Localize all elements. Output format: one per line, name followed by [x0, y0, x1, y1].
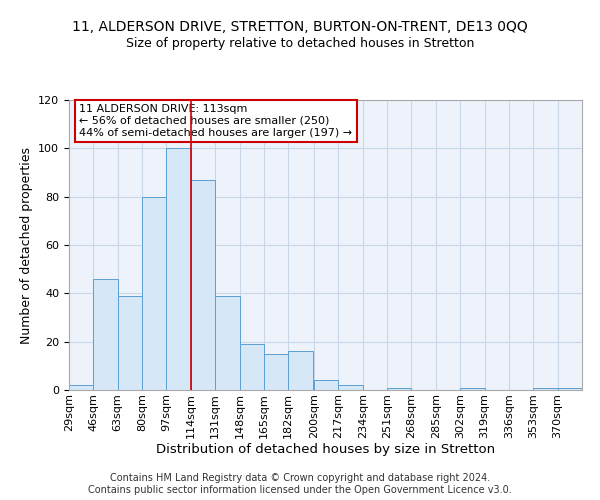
- Text: Size of property relative to detached houses in Stretton: Size of property relative to detached ho…: [126, 38, 474, 51]
- Y-axis label: Number of detached properties: Number of detached properties: [20, 146, 32, 344]
- Bar: [142, 196, 166, 390]
- Bar: [264, 354, 288, 390]
- Bar: [387, 388, 412, 390]
- Bar: [215, 296, 239, 390]
- Bar: [338, 385, 363, 390]
- Bar: [239, 344, 264, 390]
- Bar: [118, 296, 142, 390]
- Text: 11, ALDERSON DRIVE, STRETTON, BURTON-ON-TRENT, DE13 0QQ: 11, ALDERSON DRIVE, STRETTON, BURTON-ON-…: [72, 20, 528, 34]
- Text: 11 ALDERSON DRIVE: 113sqm
← 56% of detached houses are smaller (250)
44% of semi: 11 ALDERSON DRIVE: 113sqm ← 56% of detac…: [79, 104, 352, 138]
- Bar: [533, 388, 557, 390]
- Bar: [69, 385, 94, 390]
- Bar: [460, 388, 485, 390]
- Bar: [166, 148, 191, 390]
- Bar: [94, 279, 118, 390]
- Text: Contains HM Land Registry data © Crown copyright and database right 2024.
Contai: Contains HM Land Registry data © Crown c…: [88, 474, 512, 495]
- Bar: [557, 388, 582, 390]
- X-axis label: Distribution of detached houses by size in Stretton: Distribution of detached houses by size …: [156, 444, 495, 456]
- Bar: [191, 180, 215, 390]
- Bar: [314, 380, 338, 390]
- Bar: [288, 352, 313, 390]
